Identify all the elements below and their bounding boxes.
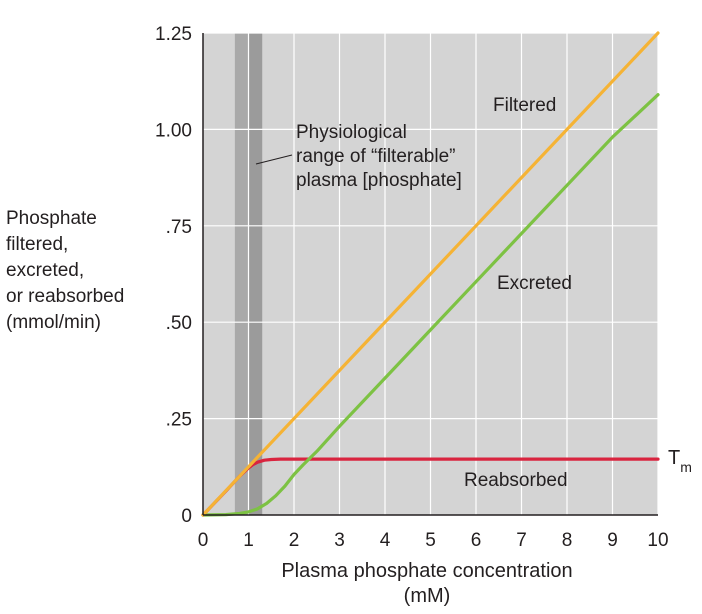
- y-axis-label-line: or reabsorbed: [6, 286, 125, 307]
- x-axis-label: Plasma phosphate concentration: [281, 560, 572, 582]
- y-tick-label: .75: [166, 217, 192, 238]
- series-line-filtered: [201, 31, 660, 517]
- x-tick-label: 0: [198, 530, 209, 551]
- x-tick-label: 10: [647, 530, 668, 551]
- y-tick-labels: 0 .25 .50 .75 1.00 1.25: [155, 24, 192, 527]
- x-tick-labels: 0 1 2 3 4 5 6 7 8 9 10: [198, 530, 669, 551]
- y-tick-label: 0: [181, 506, 192, 527]
- x-axis-label-units: (mM): [404, 585, 451, 607]
- y-tick-label: .25: [166, 410, 192, 431]
- range-annotation-line-2: range of “filterable”: [296, 146, 455, 167]
- x-tick-label: 2: [289, 530, 300, 551]
- x-tick-label: 5: [425, 530, 436, 551]
- x-tick-label: 9: [607, 530, 618, 551]
- x-tick-label: 7: [516, 530, 527, 551]
- range-annotation-line-3: plasma [phosphate]: [296, 170, 462, 191]
- x-tick-label: 1: [243, 530, 254, 551]
- y-axis-label-line: filtered,: [6, 234, 69, 255]
- y-tick-label: 1.00: [155, 120, 192, 141]
- series-label-reabsorbed: Reabsorbed: [464, 470, 568, 491]
- y-axis-label-line: excreted,: [6, 260, 85, 281]
- series-label-excreted: Excreted: [497, 273, 572, 294]
- tm-label: Tm: [668, 447, 692, 475]
- y-tick-label: .50: [166, 313, 192, 334]
- series-line-excreted: [201, 93, 660, 517]
- series-layer: [201, 31, 660, 517]
- x-tick-label: 3: [334, 530, 345, 551]
- range-annotation-line-1: Physiological: [296, 122, 407, 143]
- x-tick-label: 6: [471, 530, 482, 551]
- y-tick-label: 1.25: [155, 24, 192, 45]
- x-tick-label: 8: [562, 530, 573, 551]
- y-axis-label-line: Phosphate: [6, 208, 97, 229]
- y-axis-label-line: (mmol/min): [6, 312, 101, 333]
- series-label-filtered: Filtered: [493, 95, 556, 116]
- range-annotation-leader: [255, 154, 293, 165]
- x-tick-label: 4: [380, 530, 391, 551]
- grid: [203, 32, 659, 515]
- y-axis-label: Phosphate filtered, excreted, or reabsor…: [6, 206, 124, 336]
- physiological-range-band-inner: [248, 33, 263, 515]
